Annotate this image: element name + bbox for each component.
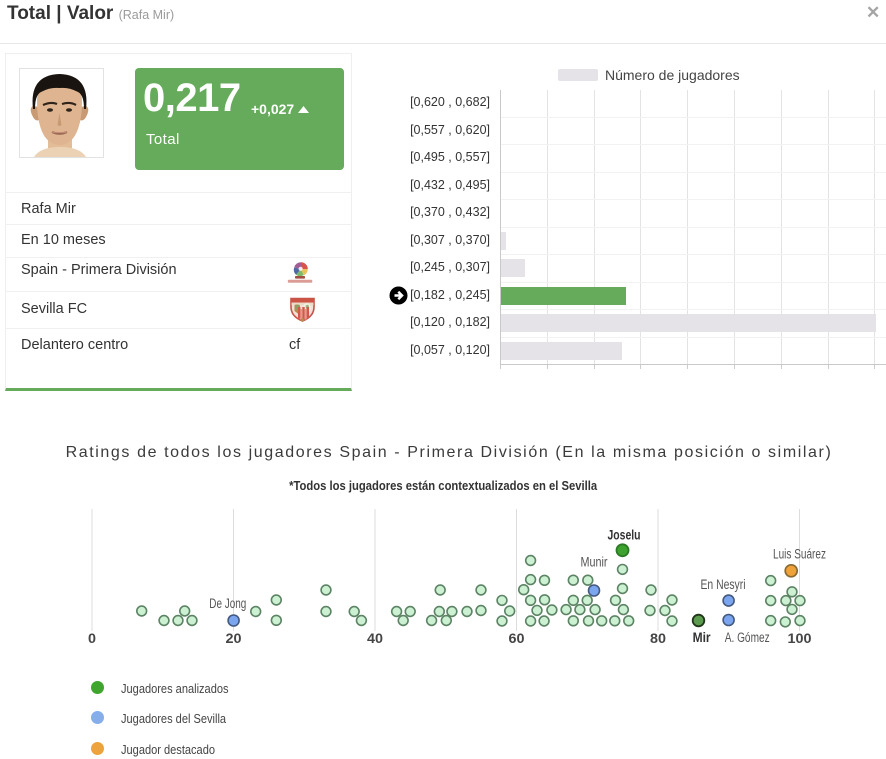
svg-text:80: 80: [650, 630, 666, 646]
svg-text:40: 40: [367, 630, 383, 646]
svg-text:20: 20: [226, 630, 242, 646]
svg-text:Luis Suárez: Luis Suárez: [773, 547, 826, 562]
svg-text:60: 60: [509, 630, 525, 646]
svg-text:100: 100: [788, 630, 812, 646]
svg-text:Joselu: Joselu: [608, 528, 641, 543]
svg-text:En Nesyri: En Nesyri: [701, 577, 746, 592]
svg-text:Mir: Mir: [693, 630, 712, 645]
svg-text:De Jong: De Jong: [209, 596, 246, 611]
svg-text:0: 0: [88, 630, 96, 646]
svg-text:A. Gómez: A. Gómez: [725, 630, 770, 645]
svg-text:Munir: Munir: [581, 555, 608, 570]
